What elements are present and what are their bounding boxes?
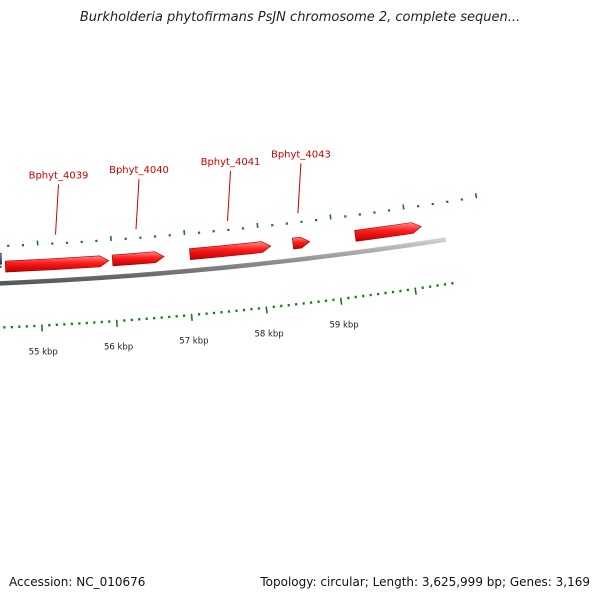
lower-tick [115,319,118,327]
accession-label: Accession: NC_010676 [9,575,146,589]
gene-label: Bphyt_4039 [29,171,89,182]
lower-tick [265,306,268,314]
lower-tick [339,297,343,305]
lower-tick [190,313,193,321]
genome-summary: Topology: circular; Length: 3,625,999 bp… [260,575,590,589]
gene-unlabeled [354,222,422,242]
label-leader [135,179,140,230]
label-leader [227,170,231,222]
gene-bphyt-4043 [291,236,311,250]
gene-labels: Bphyt_4037Bphyt_4038Bphyt_4039Bphyt_4040… [29,149,331,235]
gene-track [0,222,422,273]
map-title: Burkholderia phytofirmans PsJN chromosom… [79,10,521,25]
label-leader [55,184,59,235]
upper-tick [329,214,332,220]
genome-backbone [0,237,447,286]
gene-bphyt-4041 [189,241,272,261]
gene-label: Bphyt_4040 [109,165,169,176]
lower-tick-track [3,281,454,332]
upper-tick [183,230,186,236]
kbp-label: 58 kbp [254,329,283,339]
kbp-label: 56 kbp [104,343,133,353]
label-leader [297,163,302,214]
lower-tick [414,287,417,295]
gene-bphyt-4039 [4,255,110,273]
gene-label: Bphyt_4043 [271,149,331,160]
upper-tick [256,222,259,228]
gene-unlabeled [0,265,3,269]
upper-tick-track [7,193,478,247]
kbp-label: 57 kbp [179,337,208,347]
gene-label: Bphyt_4041 [201,157,261,168]
upper-tick [402,204,405,210]
gene-bphyt-4038 [0,252,2,265]
upper-tick [474,193,478,199]
kbp-label: 59 kbp [329,321,358,331]
kbp-label: 55 kbp [29,347,58,357]
gene-bphyt-4040 [111,251,165,267]
